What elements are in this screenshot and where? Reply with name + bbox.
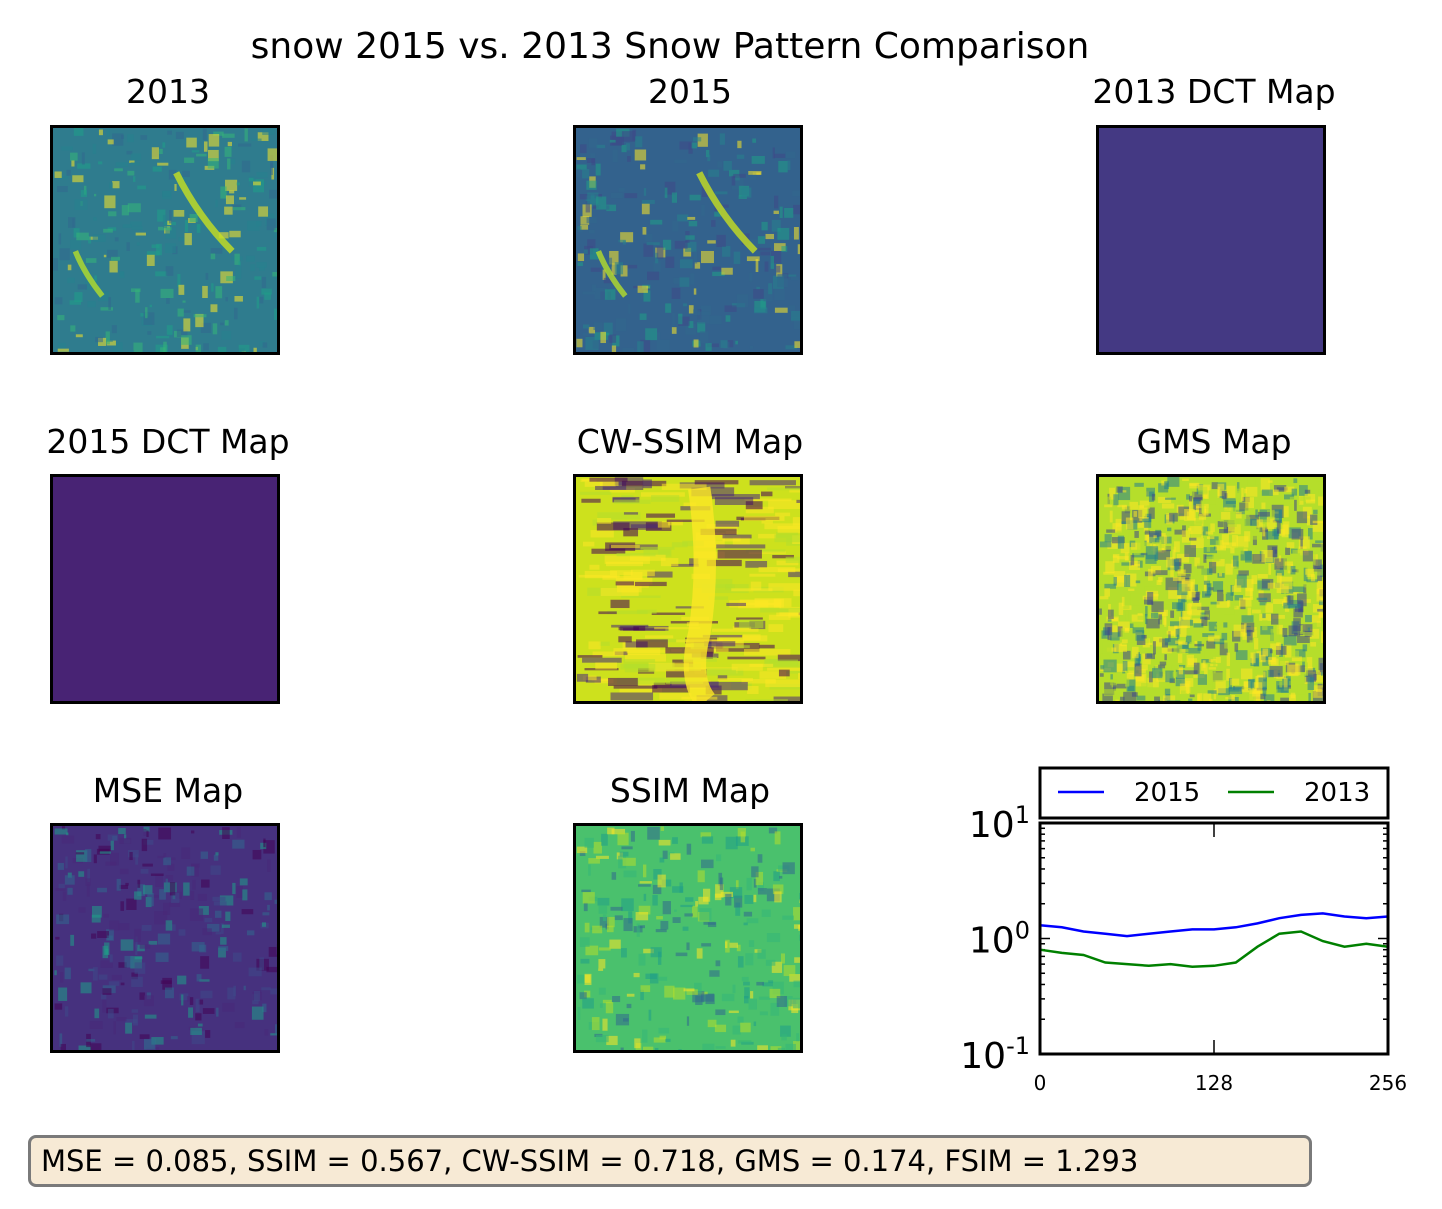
x-tick-label: 0 [1034,1071,1047,1095]
panel-title-ssim: SSIM Map [609,771,771,810]
dct-map-2015 [50,474,280,704]
series-line-2013 [1039,930,1389,968]
panel-title-gms: GMS Map [1136,422,1292,461]
cw-ssim-map [573,474,803,704]
gms-map [1096,474,1326,704]
image-2013 [50,125,280,355]
panel-title-mse: MSE Map [92,771,244,810]
y-tick-label: 10-1 [960,1032,1030,1077]
legend-label-2013: 2013 [1304,778,1370,808]
plot-axes-frame [1038,821,1390,1056]
figure-title: snow 2015 vs. 2013 Snow Pattern Comparis… [250,26,1090,67]
panel-title-dct-2015: 2015 DCT Map [46,422,290,461]
panel-title-2013: 2013 [126,72,210,111]
panel-title-2015: 2015 [648,72,732,111]
metrics-summary-box: MSE = 0.085, SSIM = 0.567, CW-SSIM = 0.7… [28,1135,1312,1187]
panel-title-cw-ssim: CW-SSIM Map [576,422,804,461]
ssim-map [573,823,803,1053]
dct-map-2013 [1096,125,1326,355]
x-tick-label: 256 [1369,1071,1407,1095]
legend-label-2015: 2015 [1134,778,1200,808]
mse-map [50,823,280,1053]
series-line-2015 [1039,912,1389,938]
image-2015 [573,125,803,355]
y-tick-label: 100 [969,917,1030,962]
x-tick-label: 128 [1195,1071,1233,1095]
panel-title-dct-2013: 2013 DCT Map [1092,72,1336,111]
y-tick-label: 101 [969,801,1030,846]
